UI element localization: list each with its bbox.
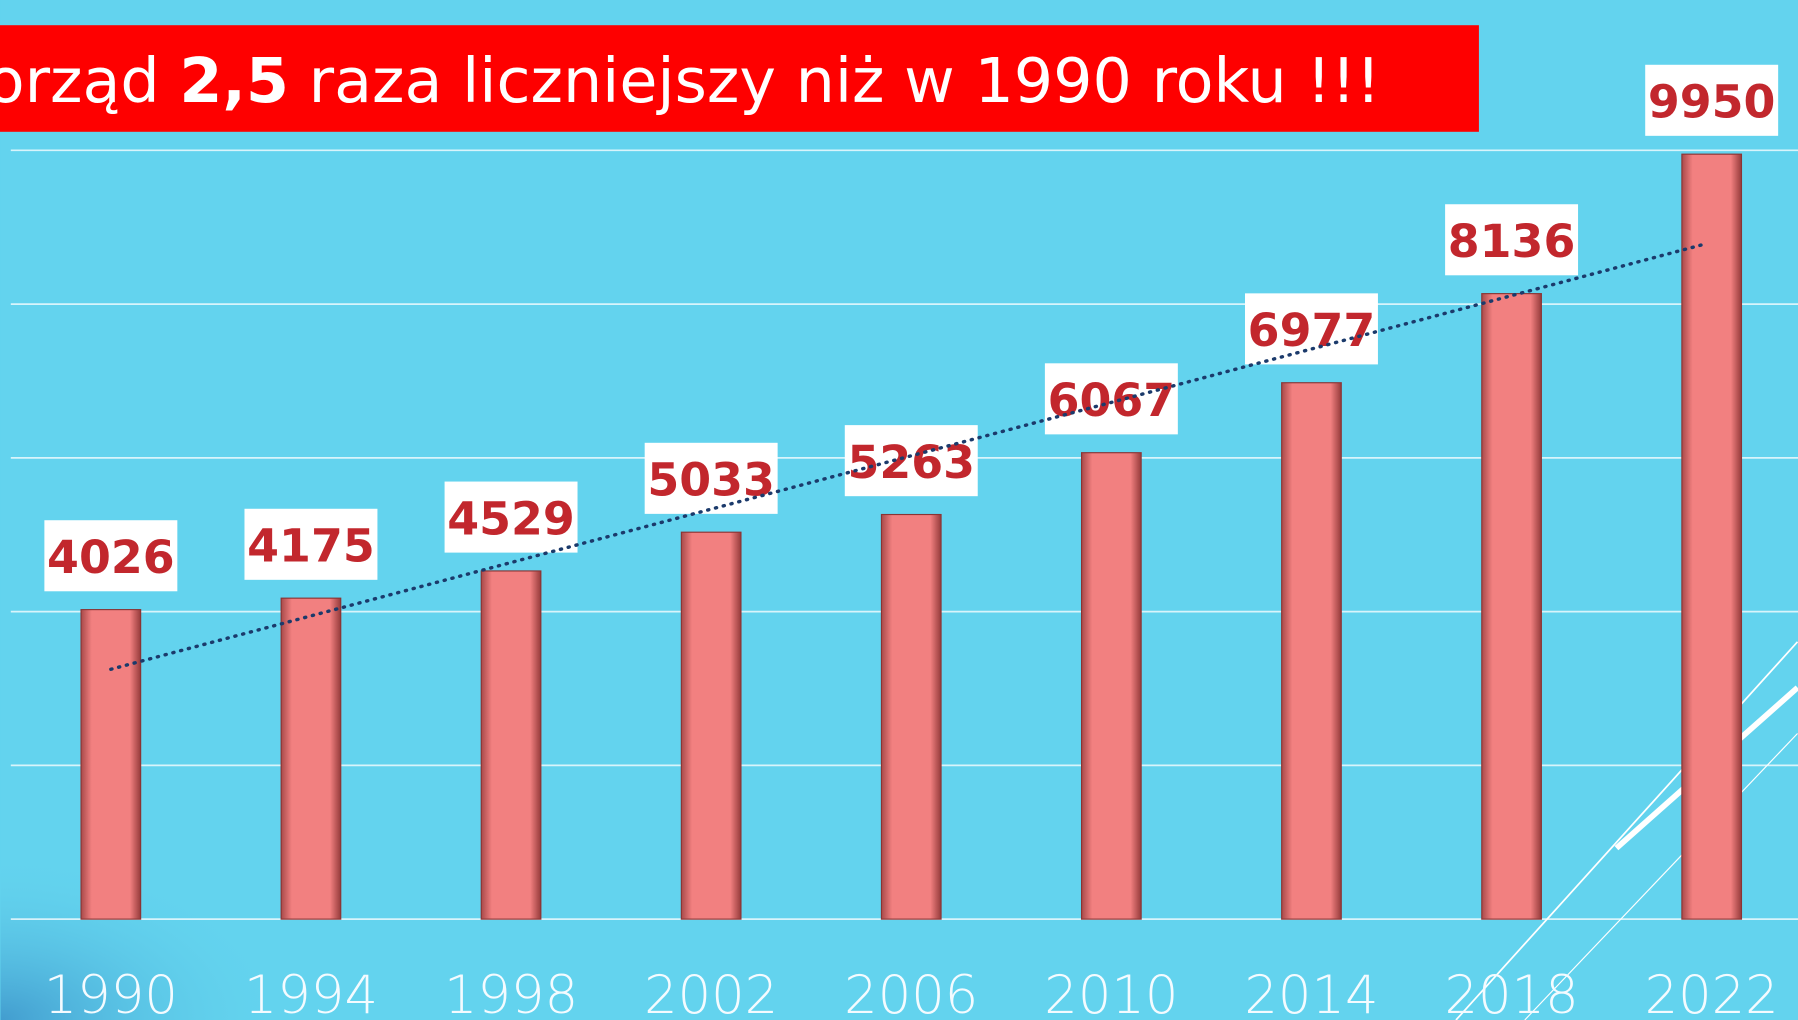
value-label: 9950 [1648,74,1776,128]
value-label-box [1244,293,1378,365]
x-tick-label: 1994 [244,965,378,1020]
value-label-box [244,508,378,580]
chart-title: orząd 2,5 raza liczniejszy niż w 1990 ro… [0,45,1381,117]
value-label: 6067 [1048,373,1176,427]
bar [880,513,942,920]
bar [1681,153,1743,920]
value-label: 4175 [247,518,375,572]
bar [280,597,342,920]
bar [1080,452,1142,920]
bars [80,153,1743,920]
x-tick-label: 1998 [444,965,578,1020]
value-label: 4529 [447,491,575,545]
title-part: raza liczniejszy niż w 1990 roku !!! [289,45,1381,117]
labels: 1990402619944175199845292002503320065263… [44,64,1779,1020]
value-label-box [644,442,778,514]
bar [1481,293,1542,920]
x-tick-label: 1990 [44,965,178,1020]
bar [480,570,542,920]
title-box [0,25,1479,132]
value-label-box [444,481,578,553]
title-part: orząd [0,45,179,117]
value-label-box [1645,64,1779,136]
value-label: 8136 [1448,214,1576,268]
value-label: 4026 [47,530,175,584]
x-tick-label: 2010 [1044,965,1178,1020]
x-tick-label: 2018 [1445,965,1579,1020]
bar [1281,382,1342,920]
value-label-box [1044,363,1178,435]
value-label-box [844,425,978,497]
value-label: 5263 [847,435,975,489]
x-tick-label: 2014 [1244,965,1378,1020]
x-tick-label: 2022 [1645,965,1779,1020]
title-bold: 2,5 [179,45,289,117]
trend-line [109,242,1708,671]
bar [80,609,142,920]
x-tick-label: 2006 [844,965,978,1020]
bar [680,531,742,920]
value-label-box [1445,204,1579,276]
x-tick-label: 2002 [644,965,778,1020]
value-label-box [44,520,178,592]
